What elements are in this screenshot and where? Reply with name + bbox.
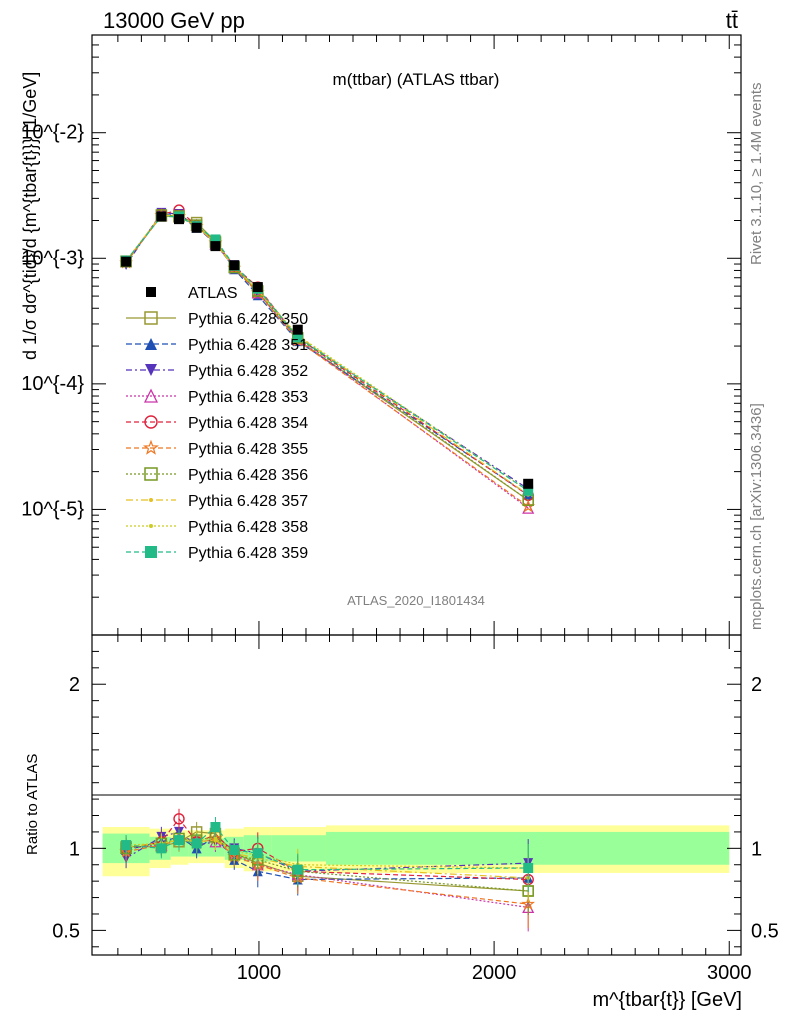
ratio-ylabel: Ratio to ATLAS <box>24 754 41 855</box>
data-point <box>174 214 185 225</box>
main-series-line-8 <box>125 214 529 492</box>
xlabel: m^{tbar{t}} [GeV] <box>593 989 742 1011</box>
legend-marker-1 <box>145 338 157 350</box>
main-series-point-9 <box>292 332 303 343</box>
ratio-tick-label-right: 1 <box>751 838 762 860</box>
legend-marker-9 <box>145 546 157 558</box>
ratio-series-line-1 <box>125 836 529 881</box>
header-right: tt̄ <box>726 8 738 33</box>
main-series-line-4 <box>125 209 529 496</box>
legend-marker-data <box>146 287 156 297</box>
ratio-series-point-9 <box>229 844 240 855</box>
legend-label-6: Pythia 6.428 356 <box>188 467 308 484</box>
legend-marker-4 <box>144 415 158 429</box>
main-series-point-9 <box>523 485 534 496</box>
main-series-point-9 <box>210 234 221 245</box>
legend-label-8: Pythia 6.428 358 <box>188 519 308 536</box>
ratio-series-point-9 <box>210 822 221 832</box>
ratio-series-point-9 <box>252 848 263 859</box>
ratio-panel-frame <box>91 634 742 956</box>
ratio-series-point-9 <box>174 835 185 846</box>
ratio-series-point-8 <box>213 836 218 841</box>
ratio-tick-label-right: 0.5 <box>751 920 779 942</box>
x-tick-label: 1000 <box>237 962 282 984</box>
legend-label-4: Pythia 6.428 354 <box>188 415 308 432</box>
data-point <box>121 256 132 267</box>
legend-label-2: Pythia 6.428 352 <box>188 363 308 380</box>
ratio-series-point-9 <box>121 840 132 851</box>
ratio-tick-label-right: 2 <box>751 674 762 696</box>
ratio-tick-label-left: 0.5 <box>52 920 80 942</box>
y-tick-label: 10^{-3} <box>21 247 84 269</box>
data-point <box>252 282 263 293</box>
legend-label-0: Pythia 6.428 350 <box>188 311 308 328</box>
plot-title: m(ttbar) (ATLAS ttbar) <box>333 70 500 89</box>
header-left: 13000 GeV pp <box>103 8 245 33</box>
data-point <box>292 324 303 335</box>
ratio-axis-ticks <box>92 635 741 955</box>
legend-label-7: Pythia 6.428 357 <box>188 493 308 510</box>
mcplots-label: mcplots.cern.ch [arXiv:1306.3436] <box>748 403 765 630</box>
y-tick-label: 10^{-2} <box>21 122 84 144</box>
main-series-line-9 <box>125 215 529 492</box>
legend-marker-8 <box>149 524 153 528</box>
data-point <box>156 211 167 222</box>
main-tick-labels: 10^{-5} 10^{-4} 10^{-3} 10^{-2} <box>21 122 84 521</box>
data-points-layer <box>121 211 534 489</box>
legend: ATLAS Pythia 6.428 350 Pythia 6.428 351 Pyt… <box>126 285 308 562</box>
legend-label-3: Pythia 6.428 353 <box>188 389 308 406</box>
ratio-series-layer <box>119 808 536 932</box>
legend-marker-3 <box>143 388 159 403</box>
ratio-series-point-9 <box>523 863 534 874</box>
main-ylabel: d 1/σ dσ^{tid}/d {m^{tbar{t}}} [1/GeV] <box>20 72 40 360</box>
legend-label-5: Pythia 6.428 355 <box>188 441 308 458</box>
main-series-line-3 <box>125 214 529 509</box>
legend-marker-5 <box>143 439 159 455</box>
main-series-line-2 <box>125 212 529 490</box>
data-point <box>229 260 240 271</box>
ratio-tick-label-left: 2 <box>69 674 80 696</box>
ratio-series-point-9 <box>191 838 202 849</box>
ratio-series-point-4 <box>173 813 185 825</box>
main-series-layer <box>119 204 536 514</box>
ratio-series-point-9 <box>292 864 303 875</box>
data-point <box>210 241 221 252</box>
y-tick-label: 10^{-4} <box>21 373 84 395</box>
ratio-tick-labels: 0.5 0.5 1 1 2 2 1000 2000 3000 <box>52 674 779 984</box>
legend-marker-2 <box>145 364 157 376</box>
legend-marker-7 <box>149 498 153 502</box>
x-tick-label: 2000 <box>472 962 517 984</box>
y-tick-label: 10^{-5} <box>21 498 84 520</box>
band-inner <box>271 835 326 862</box>
ratio-series-point-9 <box>156 843 167 854</box>
ratio-tick-label-left: 1 <box>69 838 80 860</box>
legend-marker-6 <box>144 467 158 481</box>
data-point <box>191 222 202 233</box>
rivet-label: Rivet 3.1.10, ≥ 1.4M events <box>748 83 765 266</box>
legend-marker-0 <box>144 311 158 325</box>
x-tick-label: 3000 <box>707 962 752 984</box>
main-axis-ticks <box>92 34 741 636</box>
analysis-watermark: ATLAS_2020_I1801434 <box>347 593 485 608</box>
legend-label-9: Pythia 6.428 359 <box>188 545 308 562</box>
legend-label-data: ATLAS <box>188 285 238 302</box>
data-point <box>523 478 534 489</box>
legend-label-1: Pythia 6.428 351 <box>188 337 308 354</box>
